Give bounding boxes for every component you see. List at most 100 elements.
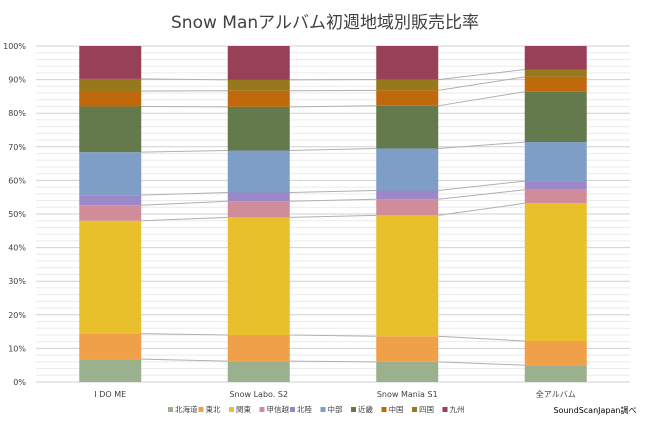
legend-swatch [381,407,387,412]
legend-swatch [442,407,448,412]
y-tick-label: 40% [8,244,26,253]
legend-label: 北海道 [175,404,198,414]
series-connector-line [289,105,377,108]
series-connector-line [438,141,525,149]
bar-segment [376,336,439,362]
series-connector-line [289,198,377,202]
bar-segment [79,152,142,196]
series-connector-line [438,91,525,107]
bar-segment [79,195,142,206]
y-tick-label: 60% [8,176,26,185]
y-tick-label: 30% [8,277,26,286]
y-tick-label: 90% [8,76,26,85]
bar-segment [79,78,142,92]
legend-swatch [320,407,326,412]
legend-label: 九州 [450,405,465,414]
legend-label: 近畿 [358,404,373,414]
y-tick-label: 20% [8,311,26,320]
legend-swatch [351,407,356,412]
series-connector-line [141,358,228,362]
bar-segment [376,90,439,106]
bar-segment [376,215,439,337]
bar-segment [524,341,587,366]
series-connector-line [438,335,525,342]
legend-swatch [229,407,234,412]
bar-segment [376,46,439,80]
legend-label: 北陸 [297,404,312,414]
bar-segment [524,189,587,204]
bar-segment [79,333,142,360]
legend-label: 甲信越 [267,404,290,414]
series-connector-line [141,216,228,222]
series-connector-line [289,334,377,337]
bar-segment [79,359,142,382]
bar-segment [227,334,290,362]
series-connector-line [289,360,377,363]
bar-segment [524,203,587,342]
bar-segment [524,181,587,190]
legend-swatch [168,407,173,412]
y-tick-label: 50% [8,210,26,219]
series-connector-line [141,200,228,206]
bar-segment [227,106,290,151]
x-category-label: 全アルバム [536,389,576,399]
legend-label: 中国 [389,404,404,414]
bar-segment [376,148,439,191]
series-connector-line [438,69,525,81]
series-connector-line [289,147,377,151]
chart-title: Snow Manアルバム初週地域別販売比率 [171,13,479,33]
series-connector-line [438,76,525,91]
bar-segment [227,217,290,335]
series-connector-line [438,189,525,200]
legend-label: 東北 [206,404,221,414]
series-connector-line [289,214,377,218]
bar-segment [376,361,439,382]
legend-swatch [259,407,265,412]
bar-segment [227,150,290,193]
bar-segment [79,46,142,79]
series-connector-line [438,361,525,366]
source-note: SoundScanJapan調べ [554,405,637,415]
legend-swatch [412,407,417,412]
bar-segment [227,79,290,91]
series-connector-line [141,333,228,336]
bar-segment [524,46,587,70]
series-connector-line [141,78,228,81]
bar-segment [227,192,290,202]
bar-segment [79,106,142,153]
legend: 北海道 東北 関東 甲信越 北陸 中部 近畿 中国 四国 九州 [168,404,465,414]
bar-segment [524,365,587,382]
bar-segment [79,205,142,221]
series-connector-line [289,189,377,193]
y-tick-label: 80% [8,109,26,118]
series-connector-line [438,180,525,191]
legend-swatch [290,407,295,412]
y-tick-label: 0% [13,378,26,387]
bar-segment [376,105,439,149]
series-connector-line [141,191,228,196]
bar-segment [227,361,290,382]
y-tick-label: 10% [8,344,26,353]
x-axis-category-labels: I DO ME Snow Labo. S2 Snow Mania S1 全アルバム [94,389,575,399]
bar-segment [227,201,290,218]
y-tick-label: 100% [3,42,26,51]
bar-segment [524,76,587,92]
legend-swatch [198,407,204,412]
series-connector-line [141,149,228,153]
bar-segment [79,91,142,107]
bar-segment [524,69,587,77]
bar-segment [227,46,290,80]
bar-segment [376,79,439,91]
bar-segment [227,90,290,107]
series-connector-lines [141,69,525,366]
bar-segment [376,190,439,200]
x-category-label: Snow Mania S1 [377,390,438,399]
y-axis-ticks: 0% 10% 20% 30% 40% 50% 60% 70% 80% 90% 100% [3,42,26,387]
legend-label: 中部 [328,404,343,414]
bar-segment [524,142,587,182]
bar-segment [524,91,587,143]
bar-segment [79,220,142,334]
bar-segment [376,199,439,216]
